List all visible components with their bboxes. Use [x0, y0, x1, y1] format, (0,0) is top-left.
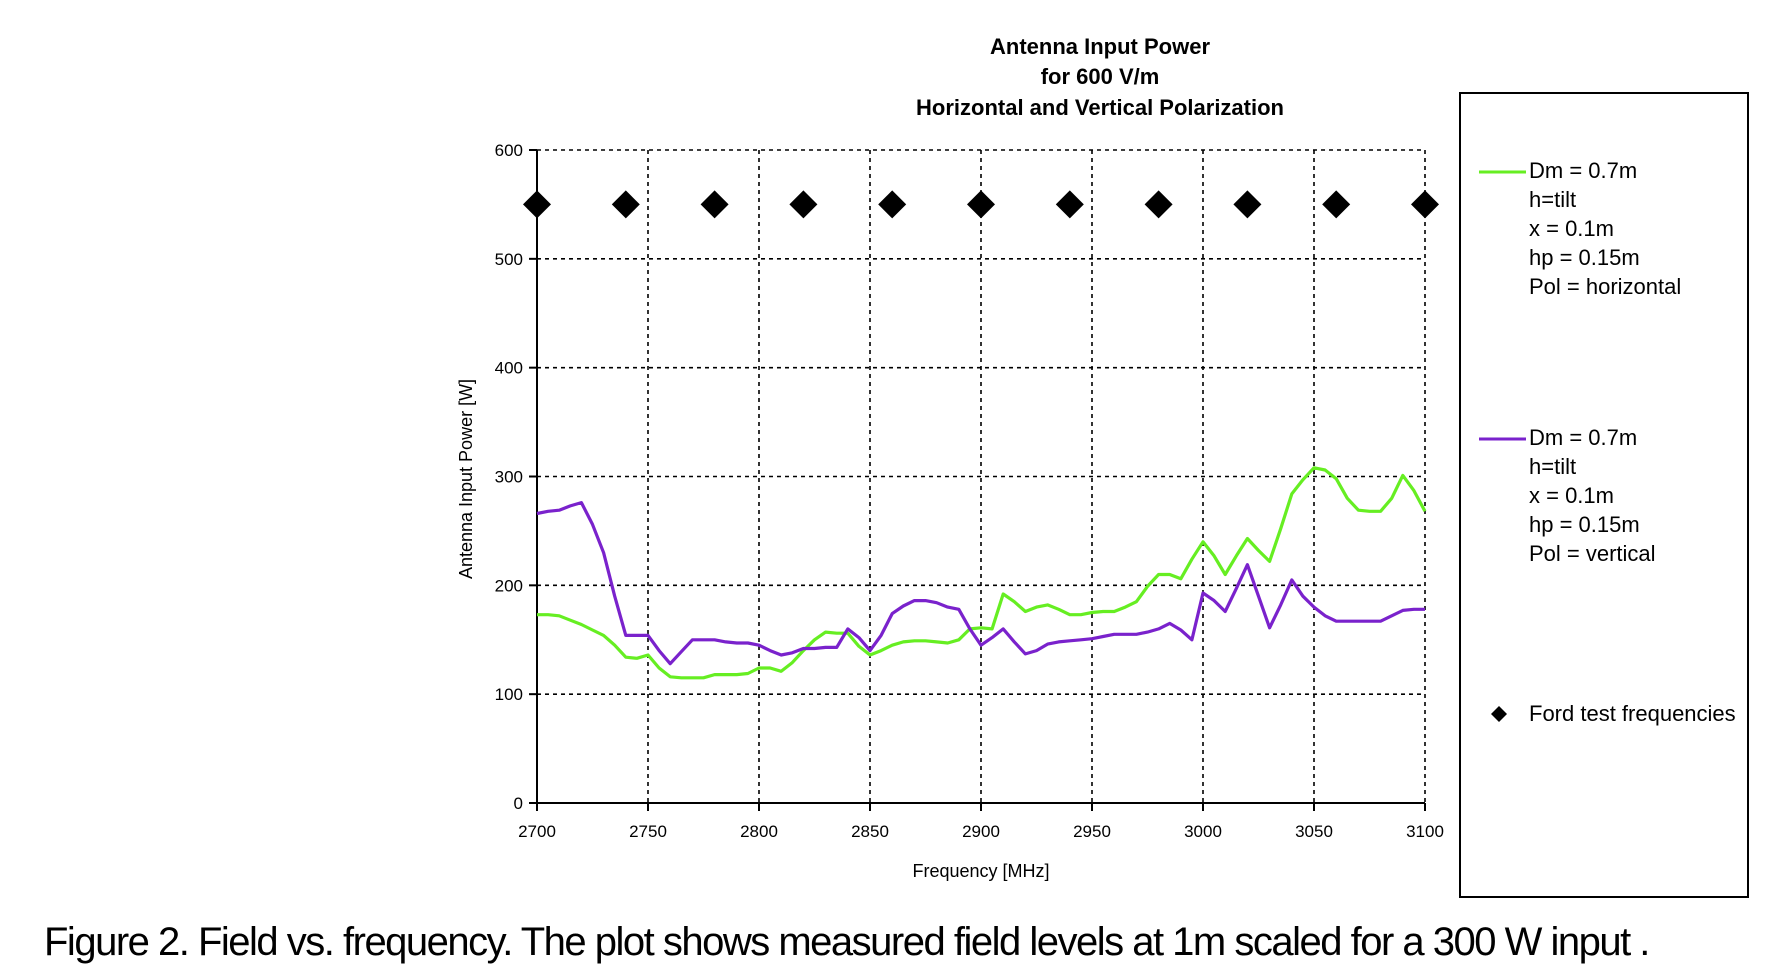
ford-test-frequency-marker: [700, 190, 729, 219]
x-tick-label: 2900: [962, 822, 1000, 841]
ford-test-frequency-marker: [1055, 190, 1084, 219]
legend-swatch-diamond: [1491, 706, 1507, 722]
legend: Dm = 0.7m h=tilt x = 0.1m hp = 0.15m Pol…: [1459, 92, 1749, 898]
ford-test-frequency-marker: [878, 190, 907, 219]
chart-title-line-1: Antenna Input Power: [990, 34, 1210, 59]
axes: [529, 149, 1426, 811]
legend-entry-vertical: Dm = 0.7m h=tilt x = 0.1m hp = 0.15m Pol…: [1529, 423, 1656, 568]
y-tick-label: 200: [495, 576, 523, 595]
ford-test-frequency-marker: [789, 190, 818, 219]
figure-caption: Figure 2. Field vs. frequency. The plot …: [44, 920, 1650, 964]
legend-line: Pol = vertical: [1529, 541, 1656, 566]
x-tick-label: 2750: [629, 822, 667, 841]
chart-title-line-3: Horizontal and Vertical Polarization: [916, 95, 1284, 120]
y-tick-label: 300: [495, 468, 523, 487]
y-tick-label: 100: [495, 685, 523, 704]
x-tick-label: 2950: [1073, 822, 1111, 841]
x-tick-label: 3050: [1295, 822, 1333, 841]
legend-line: x = 0.1m: [1529, 216, 1614, 241]
grid: [537, 149, 1426, 803]
y-axis-label: Antenna Input Power [W]: [456, 379, 476, 579]
ford-test-frequency-marker: [967, 190, 995, 219]
legend-line: hp = 0.15m: [1529, 245, 1640, 270]
legend-entry-ford: Ford test frequencies: [1529, 701, 1736, 726]
x-tick-label: 3000: [1184, 822, 1222, 841]
legend-line: x = 0.1m: [1529, 483, 1614, 508]
legend-line: hp = 0.15m: [1529, 512, 1640, 537]
series: [523, 190, 1439, 680]
ford-test-frequency-marker: [1322, 190, 1351, 219]
ford-test-frequency-marker: [1411, 190, 1439, 219]
x-tick-label: 2800: [740, 822, 778, 841]
ford-test-frequency-marker: [1144, 190, 1173, 219]
ford-test-frequency-marker: [523, 190, 551, 219]
x-tick-label: 2850: [851, 822, 889, 841]
chart-title-line-2: for 600 V/m: [1040, 64, 1160, 89]
series-line-horizontal: [537, 466, 1427, 680]
y-tick-label: 0: [514, 794, 523, 813]
x-axis-label: Frequency [MHz]: [912, 861, 1049, 881]
series-line-vertical: [536, 501, 1425, 666]
legend-line: Dm = 0.7m: [1529, 158, 1638, 183]
legend-line: h=tilt: [1529, 454, 1577, 479]
ford-test-frequency-marker: [1233, 190, 1262, 219]
ford-test-frequency-marker: [611, 190, 640, 219]
legend-line: h=tilt: [1529, 187, 1577, 212]
x-tick-label: 2700: [518, 822, 556, 841]
legend-swatches: [1479, 170, 1526, 722]
legend-line: Dm = 0.7m: [1529, 425, 1638, 450]
y-tick-label: 600: [495, 141, 523, 160]
legend-line: Pol = horizontal: [1529, 274, 1682, 299]
tick-labels: 0 100 200 300 400 500 600 2700 2750 2800 2850 2900 2…: [495, 141, 1444, 841]
y-tick-label: 500: [495, 250, 523, 269]
y-tick-label: 400: [495, 359, 523, 378]
legend-entry-horizontal: Dm = 0.7m h=tilt x = 0.1m hp = 0.15m Pol…: [1529, 156, 1681, 301]
x-tick-label: 3100: [1406, 822, 1444, 841]
